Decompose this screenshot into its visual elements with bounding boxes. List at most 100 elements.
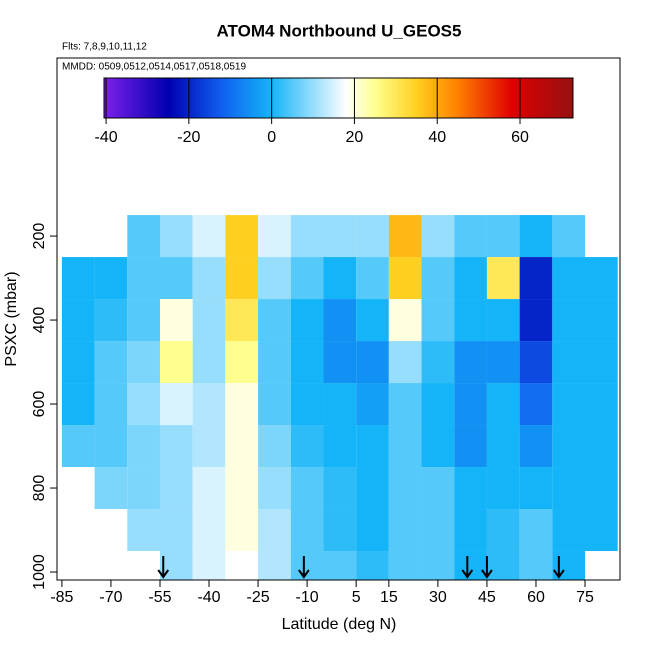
cell [61, 425, 95, 468]
cell [323, 467, 357, 510]
cell [388, 299, 422, 342]
cell [225, 509, 259, 552]
cell [323, 425, 357, 468]
cell [454, 257, 487, 300]
x-tick-label: -55 [148, 589, 171, 606]
cell [388, 383, 422, 426]
arrow [481, 556, 493, 579]
heatmap [61, 215, 618, 580]
cell [159, 299, 193, 342]
cell [225, 257, 259, 300]
y-axis-title: PSXC (mbar) [3, 271, 20, 366]
cell [519, 257, 553, 300]
cell [486, 509, 520, 552]
cell [94, 299, 128, 342]
cell [192, 215, 226, 258]
cell [127, 341, 160, 384]
cell [192, 509, 226, 552]
cell [519, 215, 553, 258]
cell [356, 467, 389, 510]
cell [127, 467, 160, 510]
cell [421, 341, 455, 384]
cell [552, 341, 586, 384]
arrow [553, 556, 565, 579]
cell [388, 257, 422, 300]
cell [258, 509, 291, 552]
cell [258, 299, 291, 342]
cell [421, 215, 455, 258]
cell [356, 299, 389, 342]
cell [290, 341, 324, 384]
cell [356, 341, 389, 384]
colorbar-tick-label: 0 [267, 129, 276, 146]
arrow-head [298, 569, 310, 579]
cell [225, 551, 259, 580]
cell [225, 383, 259, 426]
cell [454, 215, 487, 258]
arrow-head [553, 569, 565, 579]
y-tick-label: 600 [31, 391, 48, 418]
cell [454, 509, 487, 552]
cell [486, 257, 520, 300]
cell [290, 383, 324, 426]
cell [356, 257, 389, 300]
cell [356, 425, 389, 468]
cell [225, 467, 259, 510]
cell [290, 299, 324, 342]
cell [388, 467, 422, 510]
cell [61, 383, 95, 426]
cell [127, 215, 160, 258]
cell [421, 383, 455, 426]
cell [552, 215, 586, 258]
cell [421, 467, 455, 510]
colorbar-tick-label: -20 [177, 129, 200, 146]
cell [192, 341, 226, 384]
cell [127, 299, 160, 342]
cell [519, 551, 553, 580]
cell [585, 383, 618, 426]
arrow-head [157, 569, 170, 579]
cell [585, 467, 618, 510]
cell [159, 425, 193, 468]
cell [421, 551, 455, 580]
y-tick-label: 200 [31, 223, 48, 250]
cell [258, 425, 291, 468]
subtitle: Flts: 7,8,9,10,11,12 [62, 42, 147, 53]
cell [94, 425, 128, 468]
x-tick-label: -85 [50, 589, 73, 606]
cell [61, 299, 95, 342]
cell [519, 299, 553, 342]
cell [290, 551, 324, 580]
cell [258, 257, 291, 300]
cell [127, 509, 160, 552]
arrow-head [461, 569, 474, 579]
cell [454, 551, 487, 580]
cell [388, 215, 422, 258]
cell [159, 257, 193, 300]
cell [585, 509, 618, 552]
cell [486, 551, 520, 580]
cell [585, 425, 618, 468]
x-tick-label: -10 [296, 589, 319, 606]
cell [552, 425, 586, 468]
y-tick-label: 1000 [31, 554, 48, 590]
arrow [461, 556, 474, 579]
cell [356, 383, 389, 426]
y-tick-label: 400 [31, 307, 48, 334]
cell [585, 257, 618, 300]
cell [388, 341, 422, 384]
arrow-head [481, 569, 493, 579]
cell [552, 509, 586, 552]
cell [323, 341, 357, 384]
cell [519, 467, 553, 510]
cell [552, 257, 586, 300]
cell [258, 215, 291, 258]
x-tick-label: -25 [247, 589, 270, 606]
cell [323, 257, 357, 300]
x-tick-label: 30 [429, 589, 447, 606]
colorbar-tick-label: 40 [428, 129, 446, 146]
cell [159, 509, 193, 552]
cell [290, 257, 324, 300]
cell [225, 341, 259, 384]
